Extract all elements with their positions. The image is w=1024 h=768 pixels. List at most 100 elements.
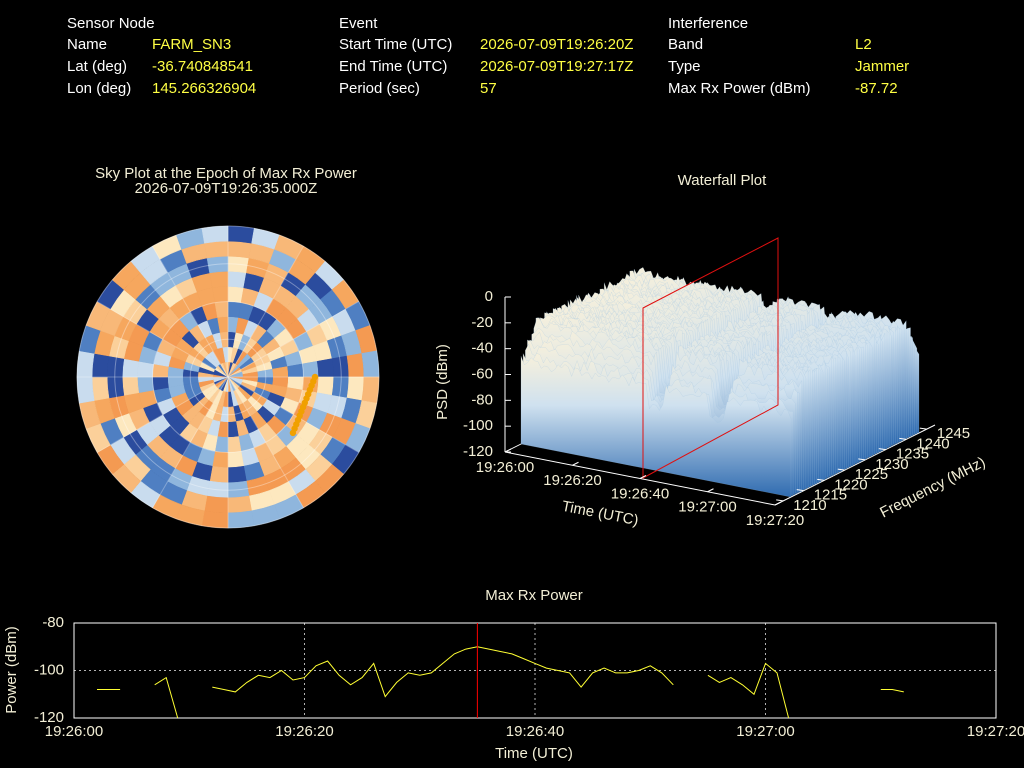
info-label: End Time (UTC) bbox=[339, 58, 447, 75]
info-value: FARM_SN3 bbox=[152, 36, 231, 53]
y-tick-label: 1240 bbox=[916, 435, 949, 452]
info-value: 57 bbox=[480, 80, 497, 97]
sky-cell bbox=[214, 301, 229, 318]
z-tick-label: -60 bbox=[471, 365, 493, 382]
sky-cell bbox=[122, 358, 140, 378]
sky-cell bbox=[209, 271, 229, 289]
sky-spoke bbox=[227, 301, 360, 378]
sky-spoke bbox=[96, 301, 229, 378]
info-label: Band bbox=[668, 36, 703, 53]
sky-spoke bbox=[227, 376, 304, 509]
z-tick-label: 0 bbox=[485, 288, 493, 305]
y-tick-label: -120 bbox=[34, 709, 64, 726]
sky-cell bbox=[76, 350, 95, 378]
line-chart: Max Rx Power -120 -100 -80 19:26:00 19:26:20 1… bbox=[3, 587, 1024, 762]
sky-ring bbox=[114, 263, 342, 491]
x-tick-label: 19:26:00 bbox=[45, 723, 103, 740]
sky-spoke bbox=[152, 376, 229, 509]
sky-cell bbox=[227, 451, 244, 468]
y-tick bbox=[817, 478, 825, 481]
x-tick bbox=[572, 461, 579, 466]
y-tick-label: 1235 bbox=[896, 446, 929, 463]
sky-cell bbox=[316, 376, 334, 396]
sky-ring bbox=[189, 338, 267, 416]
sky-cell bbox=[91, 353, 110, 378]
sky-cell bbox=[122, 376, 140, 396]
y-tick-label: -100 bbox=[34, 661, 64, 678]
data-line bbox=[97, 646, 904, 719]
info-panel: Sensor Node Name FARM_SN3 Lat (deg) -36.7408… bbox=[67, 15, 909, 97]
y-tick bbox=[837, 468, 845, 471]
x-tick-label: 19:26:20 bbox=[543, 472, 601, 489]
y-tick bbox=[776, 499, 784, 502]
z-tick-label: -40 bbox=[471, 340, 493, 357]
y-tick bbox=[796, 489, 804, 492]
y-tick-label: 1230 bbox=[875, 456, 908, 473]
chart-title: Max Rx Power bbox=[485, 587, 583, 604]
y-tick-label: 1210 bbox=[793, 497, 826, 514]
x-tick bbox=[707, 488, 714, 493]
x-tick-label: 19:27:00 bbox=[736, 723, 794, 740]
info-value: L2 bbox=[855, 36, 872, 53]
sky-cell bbox=[227, 495, 252, 514]
x-tick bbox=[774, 501, 782, 506]
sky-cell bbox=[227, 510, 255, 529]
sky-cell bbox=[287, 363, 304, 378]
sky-cell bbox=[204, 240, 229, 259]
y-tick bbox=[878, 448, 886, 451]
x-tick-label: 19:27:20 bbox=[746, 512, 804, 529]
z-tick-label: -80 bbox=[471, 391, 493, 408]
sky-cell bbox=[91, 376, 110, 401]
info-value: Jammer bbox=[855, 58, 909, 75]
x-tick bbox=[639, 475, 647, 479]
info-label: Name bbox=[67, 36, 107, 53]
y-tick-label: 1215 bbox=[814, 487, 847, 504]
info-value: -87.72 bbox=[855, 80, 898, 97]
z-axis-label: PSD (dBm) bbox=[434, 344, 451, 420]
x-tick-label: 19:26:20 bbox=[275, 723, 333, 740]
sky-cell bbox=[201, 225, 229, 244]
x-axis-label: Time (UTC) bbox=[495, 745, 573, 762]
info-heading: Interference bbox=[668, 15, 748, 32]
info-value: -36.740848541 bbox=[152, 58, 253, 75]
sky-cell bbox=[346, 353, 365, 378]
info-label: Lon (deg) bbox=[67, 80, 131, 97]
z-tick-label: -120 bbox=[463, 443, 493, 460]
x-tick-label: 19:27:20 bbox=[967, 723, 1024, 740]
info-value: 2026-07-09T19:26:20Z bbox=[480, 36, 633, 53]
sky-cell bbox=[212, 286, 229, 303]
sky-track bbox=[289, 429, 297, 437]
sky-cell bbox=[227, 271, 247, 289]
y-tick bbox=[858, 458, 866, 461]
chart-subtitle: 2026-07-09T19:26:35.000Z bbox=[135, 180, 318, 197]
x-tick-label: 19:26:00 bbox=[476, 459, 534, 476]
sky-cell bbox=[137, 376, 154, 393]
sky-plot: Sky Plot at the Epoch of Max Rx Power202… bbox=[76, 165, 380, 529]
surface-slice bbox=[520, 356, 792, 498]
info-label: Start Time (UTC) bbox=[339, 36, 452, 53]
waterfall-plot: Waterfall Plot -120 -100 -80 -60 -40 -20 0 19:26… bbox=[434, 172, 988, 529]
y-tick-label: 1225 bbox=[855, 466, 888, 483]
sky-cell bbox=[227, 436, 242, 453]
y-tick-label: 1220 bbox=[834, 476, 867, 493]
info-heading: Sensor Node bbox=[67, 15, 155, 32]
sky-ring bbox=[76, 225, 380, 529]
info-label: Period (sec) bbox=[339, 80, 420, 97]
sky-spoke bbox=[152, 245, 229, 378]
z-tick-label: -20 bbox=[471, 314, 493, 331]
chart-title: Sky Plot at the Epoch of Max Rx Power bbox=[95, 165, 357, 182]
sky-cell bbox=[227, 465, 247, 483]
y-tick bbox=[919, 427, 927, 430]
info-label: Type bbox=[668, 58, 701, 75]
sky-cell bbox=[227, 225, 255, 244]
y-tick bbox=[899, 437, 907, 440]
info-label: Lat (deg) bbox=[67, 58, 127, 75]
z-tick-label: -100 bbox=[463, 417, 493, 434]
plot-frame bbox=[73, 622, 997, 719]
y-axis-label: Power (dBm) bbox=[3, 626, 20, 714]
y-tick-label: -80 bbox=[42, 614, 64, 631]
sky-cell bbox=[227, 240, 252, 259]
x-tick bbox=[504, 448, 512, 453]
sky-cell bbox=[204, 495, 229, 514]
